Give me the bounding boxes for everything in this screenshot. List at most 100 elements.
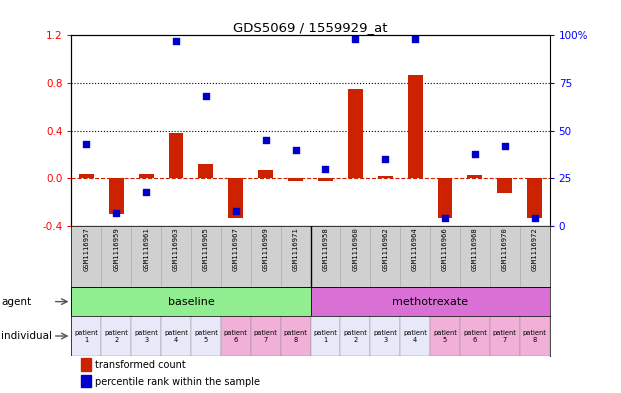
Bar [400,226,430,287]
Point [380,156,390,162]
Point [440,215,450,222]
Bar [497,178,512,193]
Text: GSM1116972: GSM1116972 [532,227,538,271]
Bar [161,316,191,356]
Bar [71,226,101,287]
Bar [81,358,91,371]
Text: patient
4: patient 4 [403,329,427,343]
Text: GSM1116959: GSM1116959 [113,227,119,271]
Bar [490,226,520,287]
Text: patient
7: patient 7 [254,329,278,343]
Point [291,147,301,153]
Point [500,143,510,149]
Bar [161,226,191,287]
Text: GSM1116967: GSM1116967 [233,227,239,271]
Text: patient
5: patient 5 [194,329,218,343]
Bar [340,316,370,356]
Point [141,189,151,195]
Point [350,36,360,42]
Text: GSM1116965: GSM1116965 [203,227,209,271]
Text: percentile rank within the sample: percentile rank within the sample [96,377,260,387]
Text: GSM1116966: GSM1116966 [442,227,448,271]
Text: patient
8: patient 8 [284,329,307,343]
Bar [221,316,251,356]
Bar [101,316,131,356]
Text: GSM1116970: GSM1116970 [502,227,508,271]
Bar [221,226,251,287]
Bar [460,316,490,356]
Point [261,137,271,143]
Bar [520,316,550,356]
Point [201,93,211,99]
Text: transformed count: transformed count [96,360,186,370]
Bar [79,174,94,178]
Text: patient
2: patient 2 [343,329,367,343]
Bar [520,226,550,287]
Bar [310,316,340,356]
Bar [400,316,430,356]
Bar [460,226,490,287]
Bar [81,375,91,387]
Text: patient
5: patient 5 [433,329,457,343]
Bar [131,316,161,356]
Bar [468,175,483,178]
Point [410,36,420,42]
Bar [109,178,124,214]
Point [530,215,540,222]
Bar [71,316,101,356]
Text: GSM1116957: GSM1116957 [83,227,89,271]
Title: GDS5069 / 1559929_at: GDS5069 / 1559929_at [233,21,388,34]
Text: patient
2: patient 2 [104,329,128,343]
Text: GSM1116960: GSM1116960 [352,227,358,271]
Text: patient
6: patient 6 [224,329,248,343]
Point [231,208,241,214]
Text: GSM1116971: GSM1116971 [292,227,299,271]
Text: GSM1116969: GSM1116969 [263,227,269,271]
Text: GSM1116964: GSM1116964 [412,227,418,271]
Bar [191,316,221,356]
Text: patient
1: patient 1 [75,329,98,343]
Text: patient
8: patient 8 [523,329,546,343]
Bar [378,176,392,178]
Text: GSM1116958: GSM1116958 [322,227,329,271]
Point [111,209,121,216]
Text: individual: individual [1,331,52,341]
Bar [318,178,333,181]
Bar [407,75,422,178]
Text: agent: agent [1,297,32,307]
Bar [370,226,400,287]
Text: patient
3: patient 3 [373,329,397,343]
Text: patient
3: patient 3 [134,329,158,343]
Point [171,38,181,44]
Bar [138,174,153,178]
Text: methotrexate: methotrexate [392,297,468,307]
Point [470,151,480,157]
Bar [281,226,310,287]
Bar [527,178,542,218]
Text: patient
4: patient 4 [164,329,188,343]
Bar [71,287,310,316]
Text: patient
6: patient 6 [463,329,487,343]
Bar [340,226,370,287]
Bar [490,316,520,356]
Bar [168,133,183,178]
Text: patient
1: patient 1 [314,329,337,343]
Text: baseline: baseline [168,297,214,307]
Point [320,166,330,172]
Bar [288,178,303,181]
Text: GSM1116968: GSM1116968 [472,227,478,271]
Bar [430,226,460,287]
Bar [281,316,310,356]
Text: GSM1116961: GSM1116961 [143,227,149,271]
Bar [370,316,400,356]
Bar [348,89,363,178]
Bar [199,164,214,178]
Bar [310,287,550,316]
Bar [258,170,273,178]
Bar [438,178,453,218]
Bar [430,316,460,356]
Text: GSM1116962: GSM1116962 [382,227,388,271]
Bar [131,226,161,287]
Bar [251,316,281,356]
Bar [310,226,340,287]
